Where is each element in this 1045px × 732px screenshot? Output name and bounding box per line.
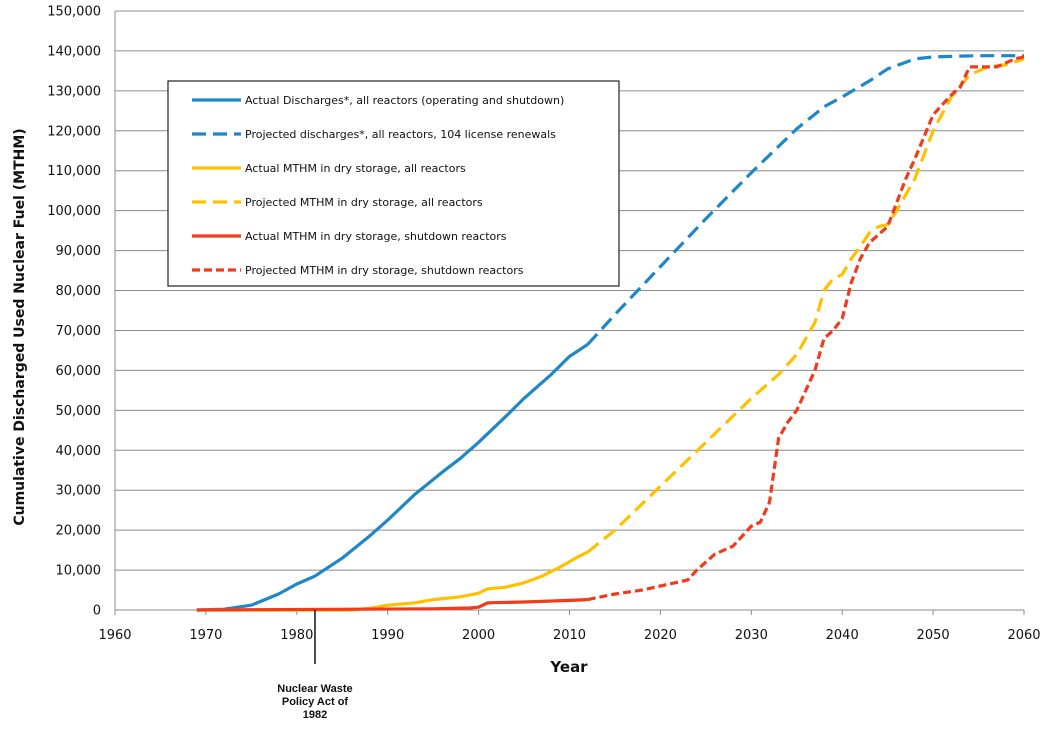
- legend-box: [167, 80, 620, 287]
- y-tick-label: 50,000: [56, 404, 102, 419]
- legend-label: Actual MTHM in dry storage, shutdown rea…: [245, 230, 507, 243]
- series-line-3: [196, 550, 589, 612]
- annotation-label: 1982: [303, 709, 327, 721]
- y-tick-label: 20,000: [56, 524, 102, 539]
- y-tick-label: 120,000: [47, 124, 101, 139]
- y-tick-label: 40,000: [56, 444, 102, 459]
- x-tick-label: 1980: [280, 628, 313, 643]
- y-tick-label: 70,000: [56, 324, 102, 339]
- y-tick-label: 90,000: [56, 244, 102, 259]
- axes: 0 10,000 20,000 30,000 40,000 50,000 60,000 70,…: [47, 5, 1040, 644]
- y-tick-label: 80,000: [56, 284, 102, 299]
- legend-label: Projected MTHM in dry storage, shutdown …: [245, 264, 524, 277]
- x-tick-label: 2000: [462, 628, 495, 643]
- series-line-2: [586, 54, 1024, 346]
- y-tick-label: 0: [93, 604, 101, 619]
- y-tick-label: 110,000: [47, 164, 101, 179]
- y-tick-label: 30,000: [56, 484, 102, 499]
- series-line-1: [196, 343, 589, 612]
- x-tick-label: 2040: [826, 628, 859, 643]
- annotation-label: Nuclear Waste: [277, 683, 352, 695]
- legend-label: Projected discharges*, all reactors, 104…: [245, 128, 556, 141]
- y-tick-label: 10,000: [56, 564, 102, 579]
- y-tick-label: 60,000: [56, 364, 102, 379]
- x-tick-label: 1990: [371, 628, 404, 643]
- x-tick-label: 2020: [644, 628, 677, 643]
- series-line-6: [587, 55, 1025, 602]
- y-tick-label: 140,000: [47, 44, 101, 59]
- y-tick-label: 130,000: [47, 84, 101, 99]
- series-line-5: [196, 598, 588, 612]
- x-tick-label: 2060: [1007, 628, 1040, 643]
- series-layer: [196, 54, 1025, 612]
- x-tick-label: 2050: [917, 628, 950, 643]
- y-tick-label: 150,000: [47, 5, 101, 20]
- x-axis-title: Year: [549, 658, 588, 676]
- legend-label: Actual MTHM in dry storage, all reactors: [245, 162, 466, 175]
- legend-label: Projected MTHM in dry storage, all react…: [245, 196, 483, 209]
- legend-label: Actual Discharges*, all reactors (operat…: [245, 94, 564, 107]
- series-line-4: [586, 57, 1025, 554]
- x-tick-label: 1960: [98, 628, 131, 643]
- legend: Actual Discharges*, all reactors (operat…: [167, 80, 620, 287]
- y-axis-title: Cumulative Discharged Used Nuclear Fuel …: [12, 128, 28, 525]
- annotation-label: Policy Act of: [282, 696, 349, 708]
- x-tick-label: 1970: [189, 628, 222, 643]
- y-tick-label: 100,000: [47, 204, 101, 219]
- x-tick-label: 2010: [553, 628, 586, 643]
- x-tick-label: 2030: [735, 628, 768, 643]
